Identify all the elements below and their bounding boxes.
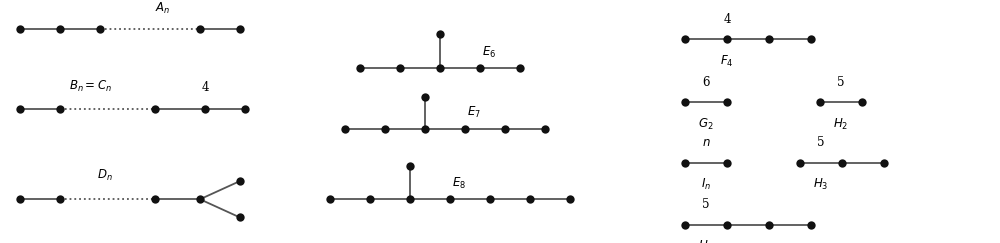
Text: $H_2$: $H_2$ bbox=[833, 117, 849, 132]
Text: $H_4$: $H_4$ bbox=[698, 239, 714, 243]
Text: $E_6$: $E_6$ bbox=[482, 44, 496, 60]
Text: 4: 4 bbox=[723, 13, 731, 26]
Text: $D_n$: $D_n$ bbox=[97, 168, 113, 183]
Text: $E_7$: $E_7$ bbox=[467, 105, 481, 120]
Text: 5: 5 bbox=[702, 199, 710, 211]
Text: $H_3$: $H_3$ bbox=[813, 177, 829, 192]
Text: $G_2$: $G_2$ bbox=[698, 117, 714, 132]
Text: $A_n$: $A_n$ bbox=[155, 1, 170, 16]
Text: 4: 4 bbox=[201, 81, 209, 94]
Text: 6: 6 bbox=[702, 76, 710, 89]
Text: $F_4$: $F_4$ bbox=[720, 53, 734, 69]
Text: 5: 5 bbox=[817, 137, 825, 149]
Text: $I_n$: $I_n$ bbox=[701, 177, 711, 192]
Text: 5: 5 bbox=[837, 76, 845, 89]
Text: $E_8$: $E_8$ bbox=[452, 176, 466, 191]
Text: $B_n = C_n$: $B_n = C_n$ bbox=[69, 78, 111, 94]
Text: $n$: $n$ bbox=[702, 137, 710, 149]
